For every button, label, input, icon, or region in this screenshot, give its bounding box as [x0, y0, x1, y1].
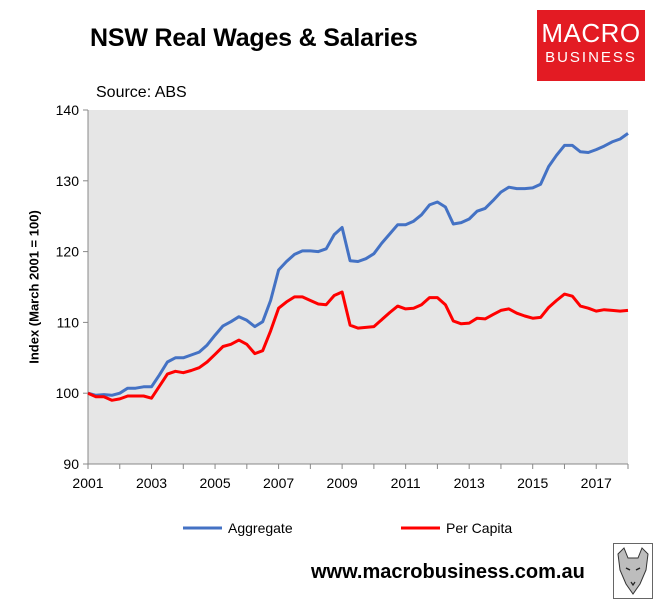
y-tick-label: 90 [63, 456, 79, 472]
legend-label-aggregate: Aggregate [228, 520, 293, 536]
x-tick-label: 2011 [391, 475, 421, 491]
series-line-aggregate [87, 132, 629, 397]
x-tick-label: 2001 [72, 475, 103, 491]
x-tick-label: 2013 [454, 475, 485, 491]
series-line-per-capita [87, 290, 629, 402]
axes [83, 109, 629, 469]
x-tick-labels: 2001 2003 2005 2007 2009 2011 2013 2015 2017 [72, 475, 612, 491]
wolf-logo-icon [613, 543, 653, 599]
y-tick-labels: 90 100 110 120 130 140 [56, 102, 80, 472]
series-lines [87, 132, 629, 402]
website-footer: www.macrobusiness.com.au [311, 561, 585, 583]
source-label: Source: ABS [96, 84, 187, 101]
x-tick-label: 2015 [517, 475, 548, 491]
legend: Aggregate Per Capita [183, 520, 512, 536]
x-tick-label: 2003 [136, 475, 167, 491]
plot-area [88, 110, 628, 464]
x-tick-label: 2007 [263, 475, 294, 491]
y-axis-label: Index (March 2001 = 100) [26, 210, 41, 364]
y-tick-label: 100 [56, 385, 80, 401]
y-tick-label: 120 [56, 244, 80, 260]
macrobusiness-logo: MACRO BUSINESS [537, 10, 645, 81]
logo-line-2: BUSINESS [545, 49, 637, 66]
y-tick-label: 140 [56, 102, 80, 118]
x-tick-label: 2005 [199, 475, 230, 491]
chart-title: NSW Real Wages & Salaries [90, 24, 418, 52]
y-tick-label: 130 [56, 173, 80, 189]
legend-label-per-capita: Per Capita [446, 520, 512, 536]
x-tick-label: 2009 [327, 475, 358, 491]
logo-line-1: MACRO [541, 18, 641, 48]
y-tick-label: 110 [57, 314, 80, 330]
x-tick-label: 2017 [581, 475, 612, 491]
